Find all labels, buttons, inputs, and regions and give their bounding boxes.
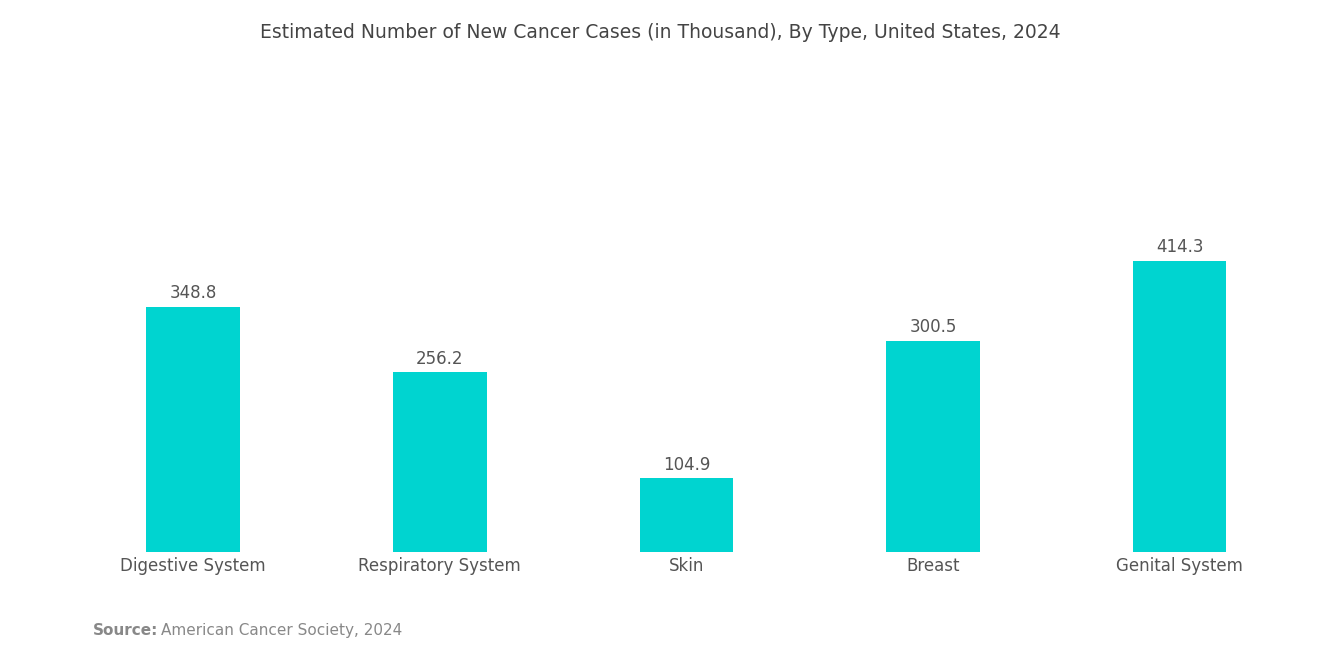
Bar xyxy=(640,478,733,552)
Text: 256.2: 256.2 xyxy=(416,350,463,368)
Text: 104.9: 104.9 xyxy=(663,456,710,474)
Bar xyxy=(393,372,487,552)
Bar xyxy=(1133,261,1226,552)
Bar xyxy=(147,307,240,552)
Text: Source:: Source: xyxy=(92,623,158,638)
Text: 300.5: 300.5 xyxy=(909,319,957,336)
Text: 348.8: 348.8 xyxy=(169,285,216,303)
Text: American Cancer Society, 2024: American Cancer Society, 2024 xyxy=(161,623,403,638)
Text: 414.3: 414.3 xyxy=(1156,238,1204,256)
Text: Estimated Number of New Cancer Cases (in Thousand), By Type, United States, 2024: Estimated Number of New Cancer Cases (in… xyxy=(260,23,1060,43)
Bar xyxy=(886,340,979,552)
